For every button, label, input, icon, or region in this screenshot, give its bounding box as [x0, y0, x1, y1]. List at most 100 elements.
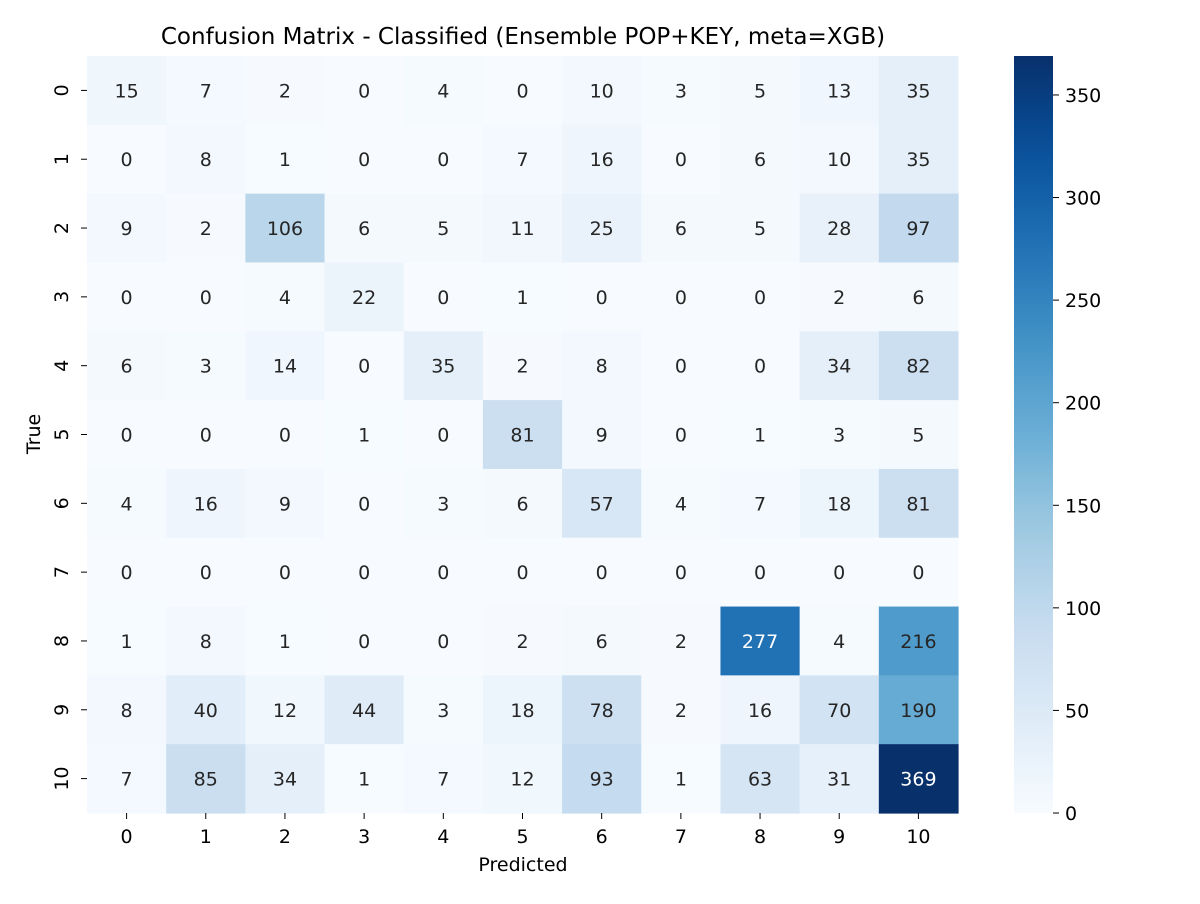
heatmap-cell-r3-c3: [324, 262, 405, 332]
heatmap-cell-r3-c0: [87, 262, 167, 332]
cell-value-label: 0: [121, 425, 133, 447]
heatmap-cell-r2-c9: [799, 193, 880, 264]
heatmap-cell-r10-c8: [720, 744, 801, 814]
heatmap-cell-r7-c9: [799, 537, 880, 608]
cell-value-label: 15: [114, 80, 138, 102]
cell-value-label: 6: [754, 149, 766, 171]
heatmap-cell-r4-c10: [878, 331, 959, 401]
heatmap-cell-r10-c5: [482, 744, 563, 814]
cell-value-label: 34: [273, 769, 297, 791]
cell-value-label: 0: [200, 287, 212, 309]
heatmap-cell-r7-c0: [87, 537, 167, 608]
x-tick-label: 9: [833, 826, 845, 848]
heatmap-cell-r1-c8: [720, 124, 801, 195]
heatmap-cell-r5-c0: [87, 400, 167, 470]
cell-value-label: 6: [596, 631, 608, 653]
cell-value-label: 11: [510, 218, 534, 240]
cell-value-label: 190: [900, 700, 936, 722]
cell-value-label: 3: [437, 700, 449, 722]
cell-value-label: 3: [675, 80, 687, 102]
heatmap-cells: 15 7 2 0 4 0 10 3 5 13 350 8 1 0 0 7 16 0 6 10 359 2 106 6 5 11 25…: [87, 56, 959, 814]
heatmap-cell-r7-c8: [720, 537, 801, 608]
cell-value-label: 0: [437, 287, 449, 309]
heatmap-cell-r9-c2: [245, 675, 326, 745]
heatmap-cell-r6-c0: [87, 468, 167, 539]
cell-value-label: 8: [596, 356, 608, 378]
heatmap-cell-r8-c8: [720, 606, 801, 676]
heatmap-cell-r2-c4: [403, 193, 484, 264]
heatmap-cell-r4-c4: [403, 331, 484, 401]
cell-value-label: 2: [516, 356, 528, 378]
heatmap-cell-r9-c0: [87, 675, 167, 745]
cell-value-label: 8: [200, 149, 212, 171]
x-tick-label: 3: [358, 826, 370, 848]
heatmap-cell-r8-c10: [878, 606, 959, 676]
cell-value-label: 8: [121, 700, 133, 722]
cell-value-label: 0: [437, 562, 449, 584]
cell-value-label: 5: [754, 218, 766, 240]
cell-value-label: 0: [358, 562, 370, 584]
heatmap-cell-r0-c5: [482, 56, 563, 126]
cell-value-label: 5: [912, 425, 924, 447]
heatmap-cell-r7-c10: [878, 537, 959, 608]
heatmap-cell-r3-c6: [562, 262, 642, 332]
heatmap-cell-r8-c2: [245, 606, 326, 676]
cell-value-label: 1: [516, 287, 528, 309]
heatmap-cell-r6-c10: [878, 468, 959, 539]
heatmap-cell-r9-c4: [403, 675, 484, 745]
cell-value-label: 369: [900, 769, 936, 791]
heatmap-cell-r10-c7: [641, 744, 722, 814]
heatmap-cell-r5-c6: [562, 400, 642, 470]
cell-value-label: 216: [900, 631, 936, 653]
heatmap-cell-r5-c10: [878, 400, 959, 470]
heatmap-cell-r2-c0: [87, 193, 167, 264]
heatmap-cell-r3-c7: [641, 262, 722, 332]
x-tick-label: 10: [906, 826, 930, 848]
cell-value-label: 0: [912, 562, 924, 584]
colorbar-gradient: [1014, 56, 1053, 813]
cell-value-label: 81: [510, 425, 534, 447]
cell-value-label: 0: [121, 562, 133, 584]
y-tick-label: 4: [51, 360, 73, 372]
heatmap-cell-r1-c7: [641, 124, 722, 195]
x-tick-label: 7: [675, 826, 687, 848]
cell-value-label: 97: [906, 218, 930, 240]
x-axis-ticks: 0 1 2 3 4 5 6 7 8 9 10: [121, 813, 931, 848]
colorbar-tick-label: 300: [1065, 188, 1101, 210]
heatmap-cell-r0-c7: [641, 56, 722, 126]
cell-value-label: 16: [194, 493, 218, 515]
cell-value-label: 0: [358, 493, 370, 515]
heatmap-cell-r9-c10: [878, 675, 959, 745]
cell-value-label: 70: [827, 700, 851, 722]
y-axis-ticks: 0 1 2 3 4 5 6 7 8 9 10: [51, 84, 87, 791]
heatmap-cell-r3-c4: [403, 262, 484, 332]
cell-value-label: 16: [748, 700, 772, 722]
cell-value-label: 57: [590, 493, 614, 515]
x-tick-label: 4: [437, 826, 449, 848]
heatmap-cell-r4-c0: [87, 331, 167, 401]
colorbar-tick-label: 150: [1065, 495, 1101, 517]
heatmap-cell-r6-c7: [641, 468, 722, 539]
cell-value-label: 2: [675, 631, 687, 653]
cell-value-label: 9: [596, 425, 608, 447]
heatmap-cell-r4-c5: [482, 331, 563, 401]
heatmap-cell-r10-c10: [878, 744, 959, 814]
heatmap-cell-r9-c9: [799, 675, 880, 745]
cell-value-label: 9: [279, 493, 291, 515]
cell-value-label: 34: [827, 356, 851, 378]
heatmap-cell-r0-c8: [720, 56, 801, 126]
cell-value-label: 10: [827, 149, 851, 171]
cell-value-label: 0: [754, 287, 766, 309]
y-tick-label: 1: [51, 153, 73, 165]
colorbar-tick-label: 100: [1065, 598, 1101, 620]
heatmap-cell-r4-c7: [641, 331, 722, 401]
heatmap-cell-r1-c1: [166, 124, 246, 195]
heatmap-cell-r6-c8: [720, 468, 801, 539]
heatmap-cell-r7-c4: [403, 537, 484, 608]
chart-title: Confusion Matrix - Classified (Ensemble …: [161, 24, 885, 50]
heatmap-cell-r0-c4: [403, 56, 484, 126]
heatmap-cell-r6-c1: [166, 468, 246, 539]
cell-value-label: 2: [516, 631, 528, 653]
heatmap-cell-r7-c6: [562, 537, 642, 608]
